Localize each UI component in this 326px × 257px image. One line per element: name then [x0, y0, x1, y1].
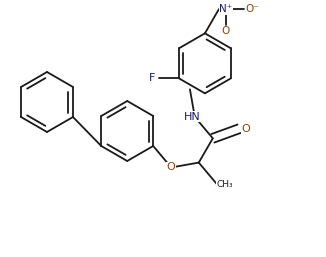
Text: O: O — [242, 124, 250, 134]
Text: O: O — [222, 26, 230, 36]
Text: CH₃: CH₃ — [216, 180, 233, 189]
Text: F: F — [149, 73, 156, 83]
Text: O: O — [167, 162, 176, 172]
Text: N⁺: N⁺ — [219, 4, 232, 14]
Text: HN: HN — [184, 112, 200, 122]
Text: O⁻: O⁻ — [245, 4, 259, 14]
